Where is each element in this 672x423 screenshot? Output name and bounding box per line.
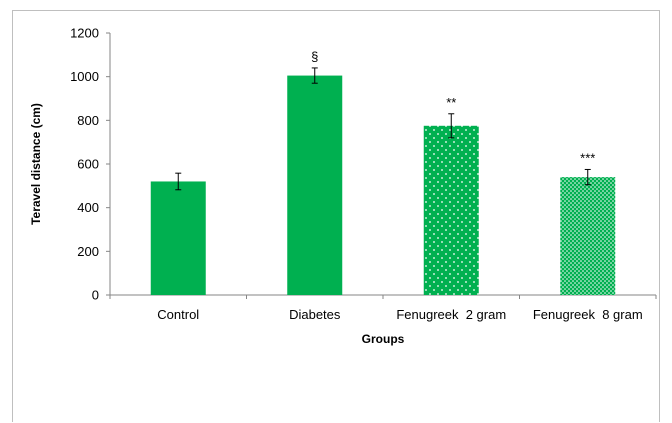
bar (150, 181, 206, 295)
bar (560, 177, 616, 295)
bars (150, 75, 616, 296)
y-axis-title: Teravel distance (cm) (29, 103, 43, 225)
y-tick-label: 1000 (70, 69, 99, 84)
category-labels: Control Diabetes Fenugreek 2 gram Fenugreek… (157, 307, 642, 322)
x-axis-title: Groups (362, 332, 405, 346)
significance-mark: ** (446, 95, 456, 110)
y-tick-label: 800 (77, 113, 99, 128)
annotations: §***** (311, 49, 595, 166)
chart-frame (12, 10, 660, 422)
bar (423, 125, 479, 296)
category-label: Diabetes (289, 307, 341, 322)
category-label: Control (157, 307, 199, 322)
y-tick-label: 0 (92, 288, 99, 303)
y-tick-label: 600 (77, 157, 99, 172)
y-tick-label: 1200 (70, 26, 99, 41)
x-ticks (109, 295, 657, 299)
category-label: Fenugreek 8 gram (533, 307, 643, 322)
y-tick-label: 200 (77, 244, 99, 259)
significance-mark: § (311, 49, 318, 64)
category-label: Fenugreek 2 gram (396, 307, 506, 322)
y-tick-label: 400 (77, 200, 99, 215)
error-bars (175, 67, 591, 191)
y-ticks: 0 200 400 600 800 1000 1200 (70, 26, 110, 303)
significance-mark: *** (580, 150, 595, 165)
bar (287, 75, 343, 295)
